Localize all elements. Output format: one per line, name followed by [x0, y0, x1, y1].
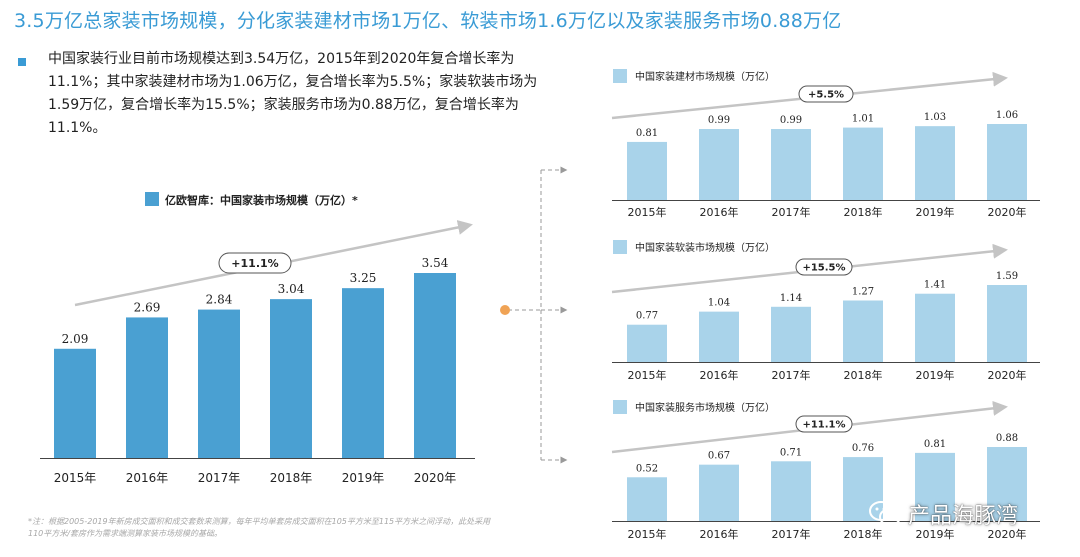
service-bar	[915, 452, 955, 521]
main-category-label: 2019年	[342, 471, 385, 485]
main-growth-badge	[218, 252, 292, 274]
page-title: 3.5万亿总家装市场规模，分化家装建材市场1万亿、软装市场1.6万亿以及家装服务…	[14, 10, 842, 32]
materials-category-label: 2015年	[628, 205, 667, 219]
service-bar	[771, 461, 811, 521]
service-category-label: 2016年	[700, 527, 739, 541]
main-bar	[270, 299, 312, 458]
materials-category-label: 2020年	[988, 205, 1027, 219]
soft-bar	[915, 293, 955, 362]
materials-legend-label: 中国家装建材市场规模（万亿）	[635, 70, 775, 83]
main-value-label: 2.69	[134, 300, 161, 314]
soft-value-label: 0.77	[636, 311, 658, 322]
materials-value-label: 0.99	[708, 115, 730, 126]
connector-dot	[500, 305, 510, 315]
footnote: *注：根据2005-2019年新房成交面积和成交套数来测算，每年平均单套房成交面…	[28, 517, 491, 538]
materials-growth-label: +5.5%	[808, 90, 844, 101]
service-category-label: 2018年	[844, 527, 883, 541]
service-legend-label: 中国家装服务市场规模（万亿）	[635, 401, 775, 414]
soft-legend-label: 中国家装软装市场规模（万亿）	[635, 241, 775, 254]
soft-value-label: 1.04	[708, 298, 730, 309]
materials-value-label: 1.06	[996, 110, 1018, 121]
main-bar	[126, 317, 168, 458]
main-legend-swatch	[145, 192, 159, 206]
main-value-label: 2.09	[62, 332, 89, 346]
materials-bar	[843, 127, 883, 200]
materials-bar	[915, 126, 955, 200]
main-value-label: 3.04	[278, 282, 305, 296]
soft-value-label: 1.27	[852, 286, 874, 297]
service-growth-label: +11.1%	[802, 420, 845, 431]
service-bar	[627, 477, 667, 521]
service-value-label: 0.76	[852, 443, 874, 454]
main-bar	[342, 288, 384, 458]
main-category-label: 2016年	[126, 471, 169, 485]
soft-bar	[987, 285, 1027, 362]
materials-category-label: 2019年	[916, 205, 955, 219]
materials-growth-badge	[798, 85, 854, 103]
main-category-label: 2015年	[54, 471, 97, 485]
soft-value-label: 1.41	[924, 280, 946, 291]
materials-bar	[699, 129, 739, 200]
service-category-label: 2015年	[628, 527, 667, 541]
soft-bar	[627, 324, 667, 362]
service-category-label: 2019年	[916, 527, 955, 541]
service-category-label: 2017年	[772, 527, 811, 541]
wechat-icon	[869, 501, 901, 526]
materials-value-label: 0.99	[780, 115, 802, 126]
summary-text: 中国家装行业目前市场规模达到3.54万亿，2015年到2020年复合增长率为11…	[48, 51, 538, 136]
service-bar	[699, 464, 739, 521]
materials-bar	[771, 129, 811, 200]
main-growth-label: +11.1%	[231, 257, 278, 270]
main-category-label: 2018年	[270, 471, 313, 485]
soft-growth-label: +15.5%	[802, 263, 845, 274]
soft-value-label: 1.59	[996, 271, 1018, 282]
materials-bar	[987, 124, 1027, 200]
soft-bar	[843, 300, 883, 362]
materials-value-label: 0.81	[636, 128, 658, 139]
soft-legend-swatch	[613, 240, 627, 254]
main-bar	[414, 273, 456, 458]
soft-category-label: 2018年	[844, 368, 883, 382]
service-bar	[987, 447, 1027, 521]
main-legend-label: 亿欧智库：中国家装市场规模（万亿）*	[165, 193, 358, 207]
service-value-label: 0.52	[636, 463, 658, 474]
main-value-label: 3.25	[350, 271, 377, 285]
soft-category-label: 2017年	[772, 368, 811, 382]
materials-value-label: 1.01	[852, 114, 874, 125]
service-value-label: 0.88	[996, 433, 1018, 444]
service-category-label: 2020年	[988, 527, 1027, 541]
soft-bar	[699, 311, 739, 362]
materials-value-label: 1.03	[924, 112, 946, 123]
connector	[500, 166, 568, 464]
main-bar	[54, 348, 96, 458]
materials-legend-swatch	[613, 69, 627, 83]
soft-category-label: 2015年	[628, 368, 667, 382]
watermark: 产品海豚湾	[868, 498, 1018, 530]
main-category-label: 2020年	[414, 471, 457, 485]
main-value-label: 3.54	[422, 256, 449, 270]
soft-value-label: 1.14	[780, 293, 802, 304]
materials-category-label: 2018年	[844, 205, 883, 219]
service-value-label: 0.81	[924, 439, 946, 450]
main-value-label: 2.84	[206, 293, 233, 307]
service-growth-badge	[795, 415, 853, 433]
service-value-label: 0.71	[780, 447, 802, 458]
soft-bar	[771, 306, 811, 362]
materials-bar	[627, 141, 667, 200]
main-category-label: 2017年	[198, 471, 241, 485]
service-legend-swatch	[613, 400, 627, 414]
soft-category-label: 2019年	[916, 368, 955, 382]
soft-growth-badge	[795, 258, 853, 276]
materials-category-label: 2017年	[772, 205, 811, 219]
service-bar	[843, 457, 883, 521]
soft-category-label: 2020年	[988, 368, 1027, 382]
bullet-marker	[18, 58, 26, 66]
watermark-text: 产品海豚湾	[908, 504, 1019, 529]
service-value-label: 0.67	[708, 451, 730, 462]
main-bar	[198, 309, 240, 458]
soft-category-label: 2016年	[700, 368, 739, 382]
materials-category-label: 2016年	[700, 205, 739, 219]
